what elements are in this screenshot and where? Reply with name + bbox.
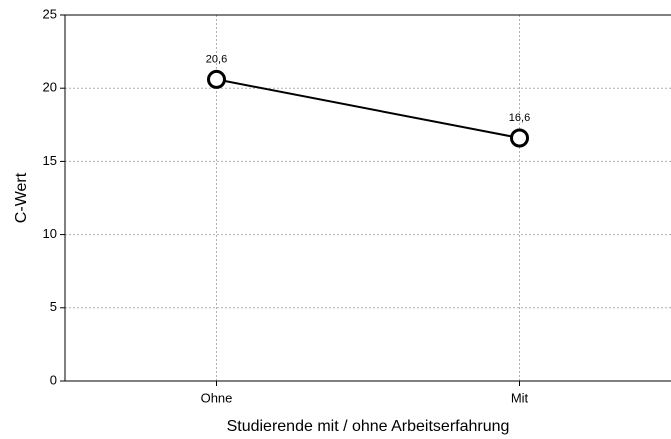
plot-frame bbox=[64, 14, 671, 382]
x-axis-label: Studierende mit / ohne Arbeitserfahrung bbox=[227, 418, 510, 435]
data-point bbox=[510, 128, 529, 148]
y-tick-label: 25 bbox=[43, 6, 57, 21]
y-tick-label: 20 bbox=[43, 80, 57, 95]
y-tick-label: 15 bbox=[43, 153, 57, 168]
data-point bbox=[207, 69, 226, 89]
y-tick-label: 10 bbox=[43, 226, 57, 241]
data-line bbox=[216, 78, 520, 139]
data-label: 16,6 bbox=[509, 112, 530, 124]
x-tick-label: Ohne bbox=[201, 390, 233, 405]
y-tick-label: 0 bbox=[50, 372, 57, 387]
y-axis-label: C-Wert bbox=[13, 172, 30, 223]
y-tick-label: 5 bbox=[50, 299, 57, 314]
x-tick-label: Mit bbox=[511, 390, 529, 405]
data-label: 20,6 bbox=[206, 53, 227, 65]
